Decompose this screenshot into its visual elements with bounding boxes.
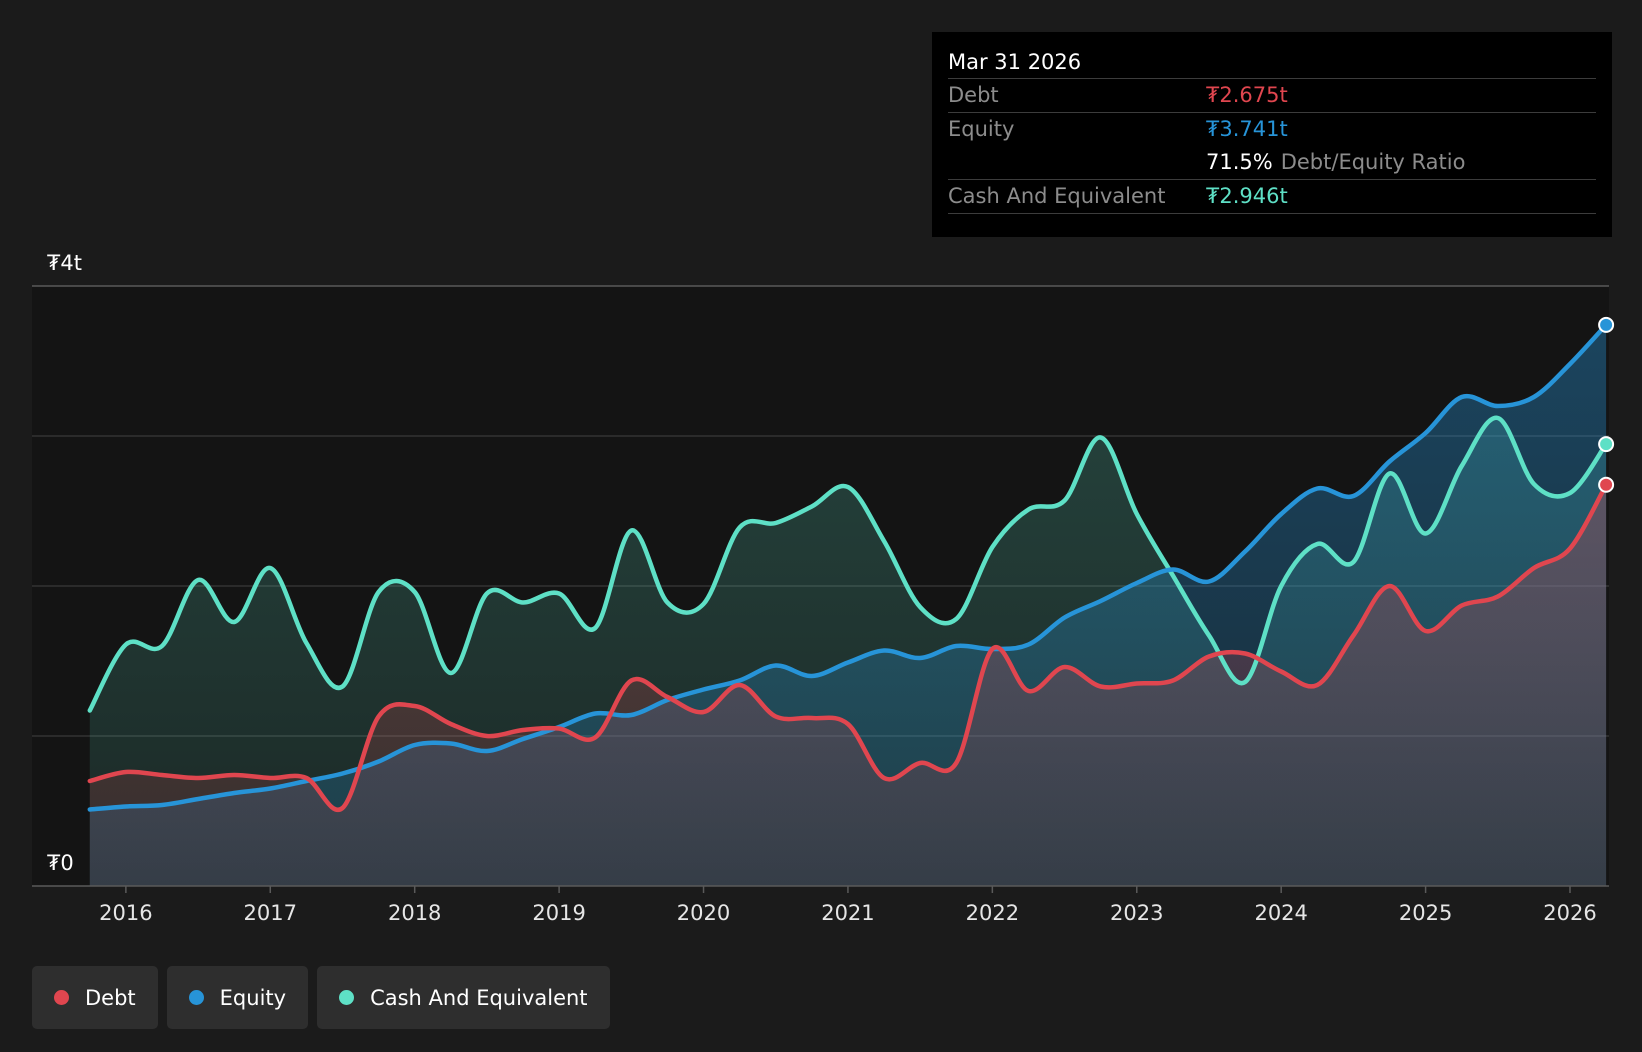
tooltip-row-debt: Debt ₮2.675t	[948, 79, 1596, 113]
legend-dot-equity-icon	[188, 990, 204, 1005]
x-tick-label: 2020	[677, 901, 730, 925]
tooltip-debt-value: ₮2.675t	[1206, 83, 1288, 107]
legend-dot-debt-icon	[54, 990, 69, 1005]
x-tick-label: 2016	[99, 901, 152, 925]
tooltip-row-equity: Equity ₮3.741t	[948, 113, 1596, 146]
hover-tooltip: Mar 31 2026 Debt ₮2.675t Equity ₮3.741t …	[932, 32, 1612, 237]
line-cash	[87, 415, 1609, 713]
tooltip-row-ratio: 71.5% Debt/Equity Ratio	[948, 146, 1596, 180]
x-tick-label: 2023	[1110, 901, 1163, 925]
end-marker-equity[interactable]	[1598, 316, 1615, 333]
tooltip-equity-value: ₮3.741t	[1206, 117, 1288, 141]
x-tick-label: 2026	[1543, 901, 1596, 925]
tooltip-equity-label: Equity	[948, 117, 1015, 141]
line-equity	[87, 322, 1609, 812]
x-tick-label: 2025	[1399, 901, 1452, 925]
legend-item-debt[interactable]: Debt	[32, 966, 158, 1029]
tooltip-debt-label: Debt	[948, 83, 999, 107]
legend-label-equity: Equity	[219, 985, 287, 1010]
legend-label-cash: Cash And Equivalent	[370, 985, 588, 1010]
tooltip-ratio-value: 71.5%	[1206, 150, 1273, 174]
x-tick-label: 2024	[1254, 901, 1307, 925]
tooltip-date: Mar 31 2026	[948, 46, 1596, 79]
series-lines	[87, 322, 1609, 813]
legend-item-cash[interactable]: Cash And Equivalent	[317, 966, 610, 1029]
chart-legend: Debt Equity Cash And Equivalent	[32, 966, 610, 1029]
end-markers	[1598, 316, 1615, 493]
legend-label-debt: Debt	[85, 985, 136, 1010]
legend-dot-cash-icon	[339, 990, 355, 1005]
legend-item-equity[interactable]: Equity	[166, 966, 309, 1029]
series-areas	[89, 324, 1607, 886]
y-tick-label-max: ₮4t	[47, 251, 82, 275]
area-debt	[89, 484, 1607, 886]
tooltip-cash-value: ₮2.946t	[1206, 184, 1288, 208]
y-tick-label-min: ₮0	[47, 851, 74, 875]
line-debt	[87, 482, 1609, 813]
tooltip-row-cash: Cash And Equivalent ₮2.946t	[948, 180, 1596, 214]
end-marker-cash[interactable]	[1598, 436, 1615, 453]
tooltip-cash-label: Cash And Equivalent	[948, 184, 1166, 208]
end-marker-debt[interactable]	[1598, 476, 1615, 493]
x-axis: 2016 2017 2018 2019 2020 2021 2022 2023 2024 2025…	[32, 885, 1609, 925]
x-tick-label: 2022	[966, 901, 1019, 925]
x-tick-label: 2021	[821, 901, 874, 925]
x-tick-label: 2018	[388, 901, 441, 925]
x-tick-label: 2019	[532, 901, 585, 925]
x-tick-label: 2017	[244, 901, 297, 925]
tooltip-ratio-label: Debt/Equity Ratio	[1280, 150, 1466, 174]
tooltip-ratio-spacer	[948, 146, 1206, 179]
